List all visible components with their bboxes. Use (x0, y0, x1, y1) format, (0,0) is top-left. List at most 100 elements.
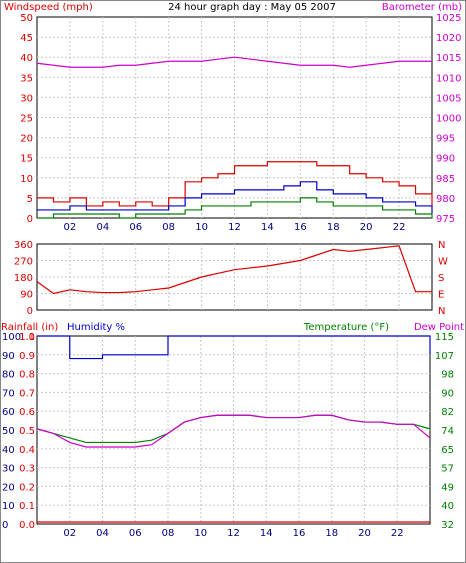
x-tick-label: 12 (228, 222, 241, 233)
direction-tick-label: 360 (14, 240, 33, 251)
humidity-tick-label: 10 (2, 501, 15, 512)
barometer-tick-label: 980 (436, 194, 455, 205)
x-tick-label: 12 (227, 528, 240, 539)
gust-series-line (37, 161, 433, 207)
rainfall-tick-label: 1.0 (19, 332, 35, 343)
avg-series-line (37, 181, 433, 214)
rainfall-tick-label: 1.1 (19, 332, 35, 343)
rainfall-tick-label: 0.3 (19, 464, 35, 475)
temperature-tick-label: 90 (441, 388, 454, 399)
compass-tick-label: N (438, 240, 445, 251)
rainfall-tick-label: 0.0 (19, 520, 35, 531)
rainfall-tick-label: 0.5 (19, 426, 35, 437)
x-tick-label: 02 (63, 528, 76, 539)
humidity-series-line (37, 335, 431, 360)
barometer-tick-label: 985 (436, 174, 455, 185)
wind-tick-label: 5 (27, 194, 33, 205)
direction-tick-label: 180 (14, 273, 33, 284)
barometer-tick-label: 1000 (436, 114, 461, 125)
x-tick-label: 22 (391, 528, 404, 539)
barometer-tick-label: 1020 (436, 33, 461, 44)
x-tick-label: 22 (393, 222, 406, 233)
barometer-series-line (36, 56, 432, 68)
temperature-tick-label: 40 (441, 501, 454, 512)
rainfall-tick-label: 0.8 (19, 370, 35, 381)
x-tick-label: 06 (129, 528, 142, 539)
wind-tick-label: 0 (27, 214, 33, 225)
direction-tick-label: 270 (14, 257, 33, 268)
humidity-tick-label: 30 (2, 464, 15, 475)
x-tick-label: 02 (64, 222, 77, 233)
wind-tick-label: 30 (20, 93, 33, 104)
dewpoint-series-line (36, 414, 431, 448)
temperature-tick-label: 98 (441, 370, 454, 381)
temperature-tick-label: 115 (435, 332, 454, 343)
wind-tick-label: 45 (20, 33, 33, 44)
windspeed-axis-label: Windspeed (mph) (4, 2, 93, 13)
wind-direction-line (36, 245, 432, 295)
compass-tick-label: E (438, 290, 444, 301)
temperature-tick-label: 32 (441, 520, 454, 531)
x-tick-label: 16 (293, 528, 306, 539)
temperature-tick-label: 49 (441, 482, 454, 493)
rainfall-tick-label: 0.4 (19, 445, 35, 456)
barometer-tick-label: 995 (436, 134, 455, 145)
x-tick-label: 18 (325, 528, 338, 539)
x-tick-label: 06 (129, 222, 142, 233)
barometer-tick-label: 975 (436, 214, 455, 225)
min-series-line (37, 197, 433, 219)
barometer-tick-label: 990 (436, 154, 455, 165)
dewpoint-axis-label: Dew Point (414, 322, 464, 333)
x-tick-label: 08 (162, 528, 175, 539)
humidity-tick-label: 90 (2, 351, 15, 362)
humidity-tick-label: 50 (2, 426, 15, 437)
graph-title: 24 hour graph day : May 05 2007 (168, 2, 336, 13)
temperature-tick-label: 82 (441, 407, 454, 418)
temperature-tick-label: 57 (441, 464, 454, 475)
x-tick-label: 20 (360, 222, 373, 233)
rainfall-tick-label: 0.1 (19, 501, 35, 512)
barometer-tick-label: 1025 (436, 13, 461, 24)
humidity-tick-label: 80 (2, 370, 15, 381)
barometer-tick-label: 1015 (436, 53, 461, 64)
humidity-tick-label: 40 (2, 445, 15, 456)
wind-tick-label: 35 (20, 73, 33, 84)
compass-tick-label: S (438, 273, 444, 284)
humidity-axis-label: Humidity % (67, 322, 125, 333)
x-tick-label: 18 (327, 222, 340, 233)
humidity-tick-label: 20 (2, 482, 15, 493)
x-tick-label: 14 (261, 222, 274, 233)
wind-tick-label: 50 (20, 13, 33, 24)
compass-tick-label: N (438, 306, 445, 317)
x-tick-label: 14 (260, 528, 273, 539)
direction-tick-label: 90 (20, 290, 33, 301)
temperature-tick-label: 74 (441, 426, 454, 437)
rainfall-tick-label: 0.9 (19, 351, 35, 362)
rainfall-tick-label: 0.7 (19, 388, 35, 399)
x-tick-label: 10 (195, 222, 208, 233)
humidity-tick-label: 70 (2, 388, 15, 399)
wind-tick-label: 40 (20, 53, 33, 64)
direction-tick-label: 0 (27, 306, 33, 317)
rainfall-tick-label: 0.2 (19, 482, 35, 493)
rainfall-axis-label: Rainfall (in) (1, 322, 58, 333)
x-tick-label: 04 (96, 222, 109, 233)
x-tick-label: 16 (294, 222, 307, 233)
compass-tick-label: W (438, 257, 448, 268)
chart-marks: 0510152025303540455097598098599099510001… (2, 13, 461, 539)
rainfall-tick-label: 0.6 (19, 407, 35, 418)
temperature-axis-label: Temperature (°F) (303, 322, 389, 333)
temperature-tick-label: 107 (435, 351, 454, 362)
x-tick-label: 20 (358, 528, 371, 539)
wind-tick-label: 15 (20, 154, 33, 165)
x-tick-label: 10 (194, 528, 207, 539)
barometer-tick-label: 1010 (436, 73, 461, 84)
humidity-tick-label: 60 (2, 407, 15, 418)
wind-tick-label: 25 (20, 114, 33, 125)
x-tick-label: 08 (162, 222, 175, 233)
humidity-tick-label: 100 (2, 332, 21, 343)
x-tick-label: 04 (96, 528, 109, 539)
barometer-axis-label: Barometer (mb) (382, 2, 462, 13)
